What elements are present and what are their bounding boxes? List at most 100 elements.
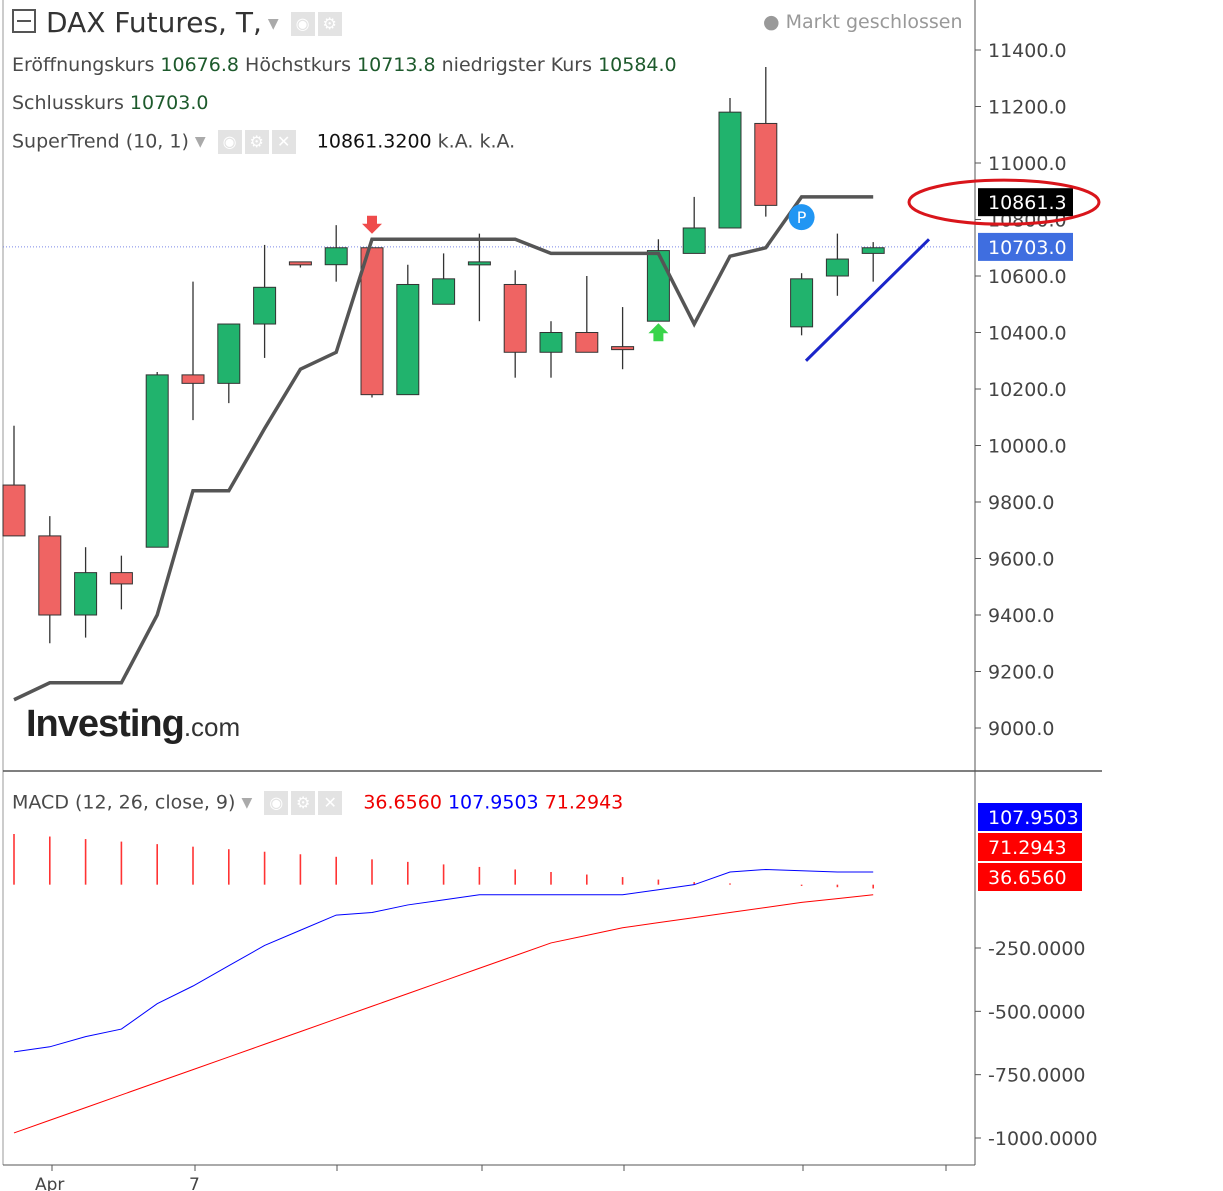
p-badge-label: P: [797, 208, 807, 227]
price-tick-label: 9400.0: [988, 605, 1054, 627]
candle-body: [503, 283, 527, 353]
price-tick-label: 11200.0: [988, 97, 1067, 119]
buy-arrow-icon: [648, 323, 669, 342]
candle-body: [825, 258, 849, 277]
eye-icon[interactable]: ◉: [290, 12, 315, 36]
macd-axis[interactable]: -250.0000 -500.0000 -750.0000 -1000.0000 107…: [975, 803, 1098, 1150]
supertrend-legend[interactable]: SuperTrend (10, 1) ▼ ◉ ⚙ ✕ 10861.3200 k.A. k…: [12, 130, 515, 154]
macd-line-value: 107.9503: [447, 791, 539, 814]
sell-arrow-icon: [362, 215, 382, 234]
macd-tick-label: -500.0000: [988, 1001, 1086, 1023]
price-pane[interactable]: P: [2, 66, 975, 702]
price-tick-label: 10400.0: [988, 323, 1067, 345]
eye-icon[interactable]: ◉: [264, 791, 289, 815]
price-tick-label: 9200.0: [988, 662, 1054, 684]
candle-body: [181, 374, 205, 384]
close-label: Schlusskurs: [12, 92, 124, 114]
chevron-down-icon[interactable]: ▼: [267, 16, 279, 32]
time-axis[interactable]: Apr 7: [35, 1165, 947, 1191]
price-tick-label: 11400.0: [988, 40, 1067, 62]
high-value: 10713.8: [357, 54, 436, 76]
market-status: ● Markt geschlossen: [763, 11, 963, 33]
candle-body: [611, 346, 635, 351]
low-value: 10584.0: [598, 54, 677, 76]
close-icon[interactable]: ✕: [318, 791, 343, 815]
collapse-icon[interactable]: [12, 9, 36, 33]
chevron-down-icon[interactable]: ▼: [241, 795, 253, 811]
low-label: niedrigster Kurs: [441, 54, 593, 76]
chevron-down-icon[interactable]: ▼: [194, 134, 206, 150]
candle-body: [2, 484, 26, 537]
macd-value-tag-label: 36.6560: [988, 867, 1067, 889]
candle-body: [790, 278, 814, 328]
candle-body: [288, 261, 312, 266]
close-value: 10703.0: [129, 92, 209, 114]
gear-icon[interactable]: ⚙: [291, 791, 316, 815]
candle-body: [754, 122, 778, 206]
price-tick-label: 9000.0: [988, 718, 1054, 740]
macd-legend[interactable]: MACD (12, 26, close, 9) ▼ ◉ ⚙ ✕ 36.6560 107.…: [12, 791, 623, 815]
eye-icon[interactable]: ◉: [217, 130, 242, 154]
macd-value-tag: [978, 833, 1082, 861]
logo-name: Investing: [26, 703, 185, 745]
supertrend-na-2: k.A.: [479, 130, 516, 153]
supertrend-price-tag-label: 10861.3: [988, 192, 1067, 214]
high-label: Höchstkurs: [245, 54, 351, 76]
logo-suffix: .com: [183, 712, 241, 742]
price-axis[interactable]: 9000.0 9200.0 9400.0 9600.0 9800.0 10000.0 102…: [975, 40, 1073, 740]
candle-body: [38, 535, 62, 616]
candle-body: [467, 261, 491, 266]
candle-body: [861, 247, 885, 254]
candle-body: [646, 250, 670, 322]
time-tick-label: Apr: [35, 1175, 64, 1191]
ohlc-row: Eröffnungskurs 10676.8 Höchstkurs 10713.…: [12, 54, 677, 76]
close-row: Schlusskurs 10703.0: [12, 92, 208, 114]
candle-body: [145, 374, 169, 548]
candle-body: [109, 572, 133, 585]
price-tick-label: 11000.0: [988, 153, 1067, 175]
open-value: 10676.8: [160, 54, 239, 76]
macd-value-tag: [978, 863, 1082, 891]
candle-body: [217, 323, 241, 384]
supertrend-line: [13, 195, 874, 702]
macd-signal-value: 71.2943: [544, 791, 624, 814]
macd-tick-label: -750.0000: [988, 1065, 1086, 1087]
macd-label[interactable]: MACD (12, 26, close, 9): [12, 791, 236, 814]
annotations: [804, 178, 1101, 362]
p-badge-icon: [788, 204, 815, 231]
close-icon[interactable]: ✕: [271, 130, 296, 154]
macd-pane[interactable]: [13, 834, 875, 1134]
candle-body: [718, 111, 742, 229]
highlight-ellipse: [907, 178, 1101, 226]
macd-value-tag: [978, 803, 1082, 831]
macd-value-tag-label: 71.2943: [988, 837, 1067, 859]
supertrend-label[interactable]: SuperTrend (10, 1): [12, 130, 189, 153]
price-tick-label: 10600.0: [988, 266, 1067, 288]
price-tick-label: 10000.0: [988, 436, 1067, 458]
candle-body: [74, 572, 98, 616]
macd-histogram-value: 36.6560: [363, 791, 442, 814]
open-label: Eröffnungskurs: [12, 54, 155, 76]
investing-logo: Investing.com: [26, 703, 240, 746]
gear-icon[interactable]: ⚙: [317, 12, 342, 36]
gear-icon[interactable]: ⚙: [244, 130, 269, 154]
trendline: [804, 238, 931, 362]
last-price-tag-label: 10703.0: [988, 237, 1067, 259]
macd-tick-label: -1000.0000: [988, 1128, 1098, 1150]
candle-body: [539, 332, 563, 353]
candle-body: [253, 286, 277, 325]
candle-body: [324, 247, 348, 266]
candle-body: [432, 278, 456, 305]
symbol-title: DAX Futures, T,: [46, 6, 262, 39]
chart-title-row: DAX Futures, T, ▼ ◉ ⚙: [12, 6, 345, 39]
price-tick-label: 10200.0: [988, 379, 1067, 401]
price-tick-label: 9800.0: [988, 492, 1054, 514]
macd-line: [13, 868, 874, 1053]
supertrend-na-1: k.A.: [437, 130, 474, 153]
time-tick-label: 7: [189, 1175, 200, 1191]
last-price-tag: [978, 232, 1073, 261]
candle-body: [575, 332, 599, 353]
supertrend-price-tag: [978, 188, 1073, 217]
supertrend-value: 10861.3200: [316, 130, 432, 153]
